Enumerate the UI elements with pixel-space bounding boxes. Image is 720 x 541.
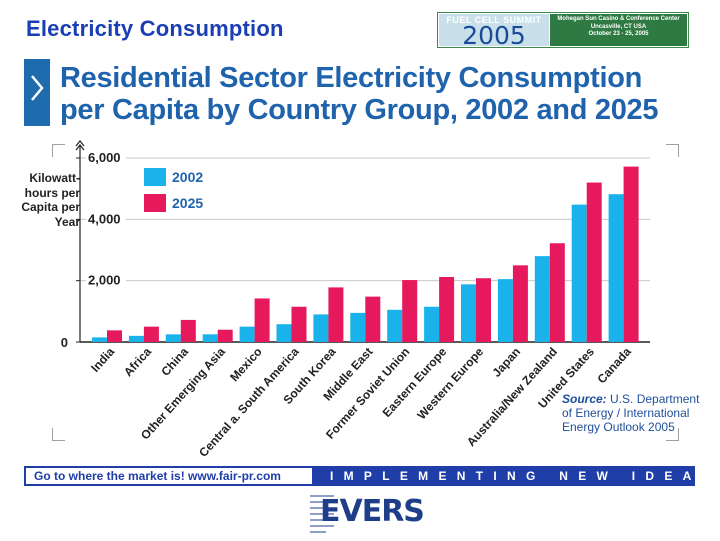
y-tick-label: 4,000 [88,211,121,226]
slide-title: Electricity Consumption [26,16,284,41]
bar-2025-india [107,330,122,342]
bar-2002-australia-new-zealand [534,256,550,342]
summit-name: FUEL CELL SUMMIT [446,15,542,25]
x-tick-label: China [158,344,191,378]
frame-corner [666,428,679,441]
bar-2002-eastern-europe [424,306,440,342]
bar-2025-canada [623,166,639,342]
y-axis-arrow [75,140,85,147]
bar-2002-other-emerging-asia [202,334,218,342]
legend-label-2002: 2002 [172,169,204,185]
y-axis-arrow [75,144,85,151]
bar-2025-former-soviet-union [402,280,418,342]
source-text: U.S. Department of Energy / Internationa… [562,392,700,434]
bar-2002-western-europe [461,284,476,342]
x-tick-label: Eastern Europe [380,344,450,420]
bar-2002-mexico [239,326,255,342]
chevron-right-icon [31,75,44,101]
summit-logo: FUEL CELL SUMMIT 2005 [439,14,549,46]
bar-2002-africa [128,335,144,342]
frame-corner [666,144,679,157]
frame-corner [52,428,65,441]
chart-heading-line1: Residential Sector Electricity Consumpti… [60,62,643,94]
chart-heading-line2: per Capita by Country Group, 2002 and 20… [60,94,659,126]
summit-venue: Mohegan Sun Casino & Conference Center U… [550,14,687,46]
bar-2002-india [92,337,107,342]
bar-2002-central-a-south-america [276,324,292,342]
bar-2002-middle-east [350,312,366,342]
evers-logo: EVERS [304,490,425,536]
footer-tagline: Go to where the market is! www.fair-pr.c… [24,466,314,486]
bar-2025-china [180,319,196,342]
legend-label-2025: 2025 [172,195,204,211]
summit-banner: FUEL CELL SUMMIT 2005 Mohegan Sun Casino… [437,12,689,48]
logo-text: EVERS [320,494,425,529]
x-tick-label: India [88,344,117,374]
bar-2025-africa [143,326,159,342]
bar-2025-united-states [586,182,602,342]
bar-2025-other-emerging-asia [217,329,233,342]
frame-corner [52,144,65,157]
bar-2002-former-soviet-union [387,309,403,342]
bar-2002-china [165,334,181,342]
bar-2025-south-korea [328,287,344,342]
bar-2002-south-korea [313,314,329,342]
summit-venue-line2: Uncasville, CT USA [590,23,647,30]
bar-2025-japan [512,265,528,342]
chart-heading: Residential Sector Electricity Consumpti… [60,62,658,126]
x-tick-label: Japan [490,345,524,380]
bar-2002-canada [608,194,624,342]
bar-2025-mexico [254,298,270,342]
y-tick-label: 0 [61,335,68,350]
legend-swatch-2025 [144,194,166,212]
bar-2025-middle-east [365,296,381,342]
bar-2025-central-a-south-america [291,306,307,342]
legend-swatch-2002 [144,168,166,186]
x-tick-label: Mexico [227,345,265,385]
y-tick-label-bg [86,272,126,287]
bar-2002-japan [497,279,513,342]
x-tick-label: Canada [594,344,634,386]
bar-2025-western-europe [476,278,491,342]
summit-venue-line1: Mohegan Sun Casino & Conference Center [557,16,680,22]
summit-dates: October 23 - 25, 2005 [588,31,649,37]
source-label: Source: [562,392,607,406]
source-note: Source: U.S. Department of Energy / Inte… [562,392,702,434]
legend-item-2025: 2025 [144,194,203,212]
x-tick-label: Africa [121,344,154,379]
bar-2025-eastern-europe [439,276,455,342]
legend-item-2002: 2002 [144,168,203,186]
y-tick-label: 6,000 [88,150,121,165]
logo-mark [310,495,334,533]
y-tick-label-bg [86,211,126,226]
y-tick-label-bg [86,150,126,164]
y-axis-label: Kilowatt-hours per Capita per Year [21,171,80,229]
y-tick-label: 2,000 [88,273,121,288]
bar-2002-united-states [571,204,587,342]
summit-year: 2005 [462,21,526,46]
bar-2025-australia-new-zealand [549,243,565,342]
x-tick-label: Western Europe [414,344,486,422]
footer-banner: IMPLEMENTING NEW IDEAS [314,466,695,486]
